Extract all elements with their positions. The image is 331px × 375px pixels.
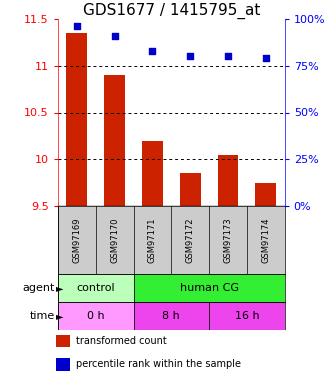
Text: GSM97170: GSM97170 [110, 217, 119, 263]
Bar [142, 141, 163, 206]
Bar [180, 174, 201, 206]
Text: GSM97173: GSM97173 [223, 217, 232, 263]
Bar [209, 302, 285, 330]
Bar [256, 183, 276, 206]
Text: 8 h: 8 h [163, 311, 180, 321]
Text: human CG: human CG [180, 283, 239, 293]
Point [225, 53, 231, 59]
Point [74, 23, 79, 29]
Text: 0 h: 0 h [87, 311, 105, 321]
Text: 16 h: 16 h [235, 311, 259, 321]
Text: percentile rank within the sample: percentile rank within the sample [76, 359, 241, 369]
Text: ►: ► [56, 283, 64, 293]
Text: control: control [76, 283, 115, 293]
Bar [56, 334, 70, 347]
Point [112, 33, 117, 39]
Text: transformed count: transformed count [76, 336, 167, 346]
Bar [217, 154, 238, 206]
Text: ►: ► [56, 311, 64, 321]
Text: GSM97174: GSM97174 [261, 217, 270, 263]
Point [188, 53, 193, 59]
Bar [133, 302, 209, 330]
Title: GDS1677 / 1415795_at: GDS1677 / 1415795_at [83, 3, 260, 19]
Text: GSM97169: GSM97169 [72, 217, 81, 263]
Point [263, 55, 268, 61]
Bar [133, 274, 285, 302]
Bar [56, 358, 70, 370]
Bar [58, 302, 133, 330]
Bar [67, 33, 87, 206]
Text: GSM97172: GSM97172 [186, 217, 195, 263]
Text: time: time [29, 311, 55, 321]
Bar [58, 274, 133, 302]
Text: GSM97171: GSM97171 [148, 217, 157, 263]
Text: agent: agent [22, 283, 55, 293]
Bar [104, 75, 125, 206]
Point [150, 48, 155, 54]
